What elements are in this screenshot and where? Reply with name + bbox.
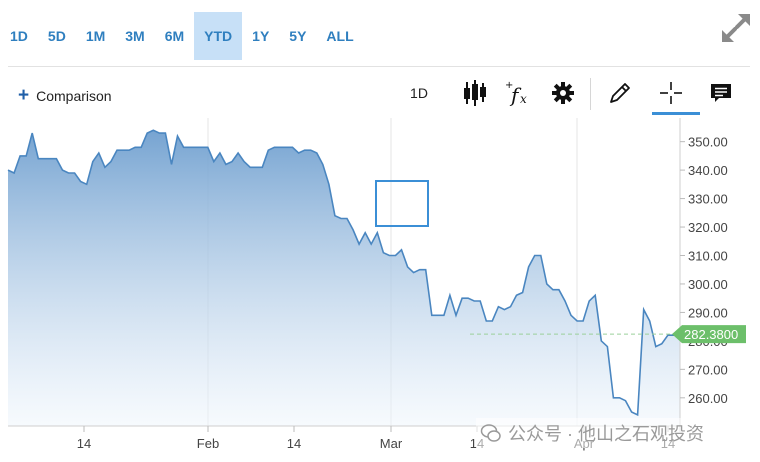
toolbar-separator [590,78,591,110]
y-tick-label: 330.00 [688,192,728,207]
y-tick-label: 300.00 [688,277,728,292]
price-area [8,130,680,427]
x-tick-label: 14 [287,436,301,451]
range-button-5y[interactable]: 5Y [289,28,307,44]
current-price-label: 282.3800 [684,327,738,342]
fx-icon[interactable]: + f x [503,78,533,108]
watermark-text: 公众号 · 他山之石观投资 [508,424,704,444]
svg-text:x: x [520,92,527,106]
wechat-icon [480,424,501,442]
range-button-6m[interactable]: 6M [164,28,185,44]
range-button-ytd[interactable]: YTD [194,12,243,60]
comparison-button[interactable]: + Comparison [18,85,112,106]
range-button-1y[interactable]: 1Y [252,28,270,44]
y-tick-label: 270.00 [688,362,728,377]
price-chart[interactable]: 260.00270.00280.00290.00300.00310.00320.… [0,118,760,462]
range-button-1m[interactable]: 1M [85,28,106,44]
range-button-5d[interactable]: 5D [47,28,66,44]
range-button-all[interactable]: ALL [326,28,354,44]
current-price-tag: 282.3800 [672,325,746,344]
range-button-3m[interactable]: 3M [125,28,145,44]
svg-text:+: + [505,80,513,91]
gear-icon[interactable] [549,78,577,108]
y-tick-label: 290.00 [688,305,728,320]
toolbar-divider [8,66,750,67]
range-button-1d[interactable]: 1D [10,28,28,44]
x-tick-label: Feb [197,436,219,451]
x-tick-label: Mar [380,436,403,451]
comparison-label: Comparison [36,88,112,104]
pencil-icon[interactable] [606,78,634,108]
y-tick-label: 340.00 [688,163,728,178]
y-tick-label: 320.00 [688,220,728,235]
expand-icon[interactable] [718,10,754,46]
range-selector: 1D 5D 1M 3M 6M YTD 1Y 5Y ALL [0,12,364,60]
comment-icon[interactable] [707,78,735,108]
y-tick-label: 260.00 [688,391,728,406]
watermark: 公众号 · 他山之石观投资 [476,418,708,448]
active-tool-underline [652,112,700,115]
y-tick-label: 310.00 [688,249,728,264]
plus-icon: + [18,85,30,106]
y-tick-label: 350.00 [688,135,728,150]
price-line [7,129,681,417]
interval-button[interactable]: 1D [410,85,428,101]
crosshair-icon[interactable] [657,78,685,108]
candlestick-icon[interactable] [460,78,490,108]
x-tick-label: 14 [77,436,91,451]
selection-box[interactable] [375,180,429,227]
